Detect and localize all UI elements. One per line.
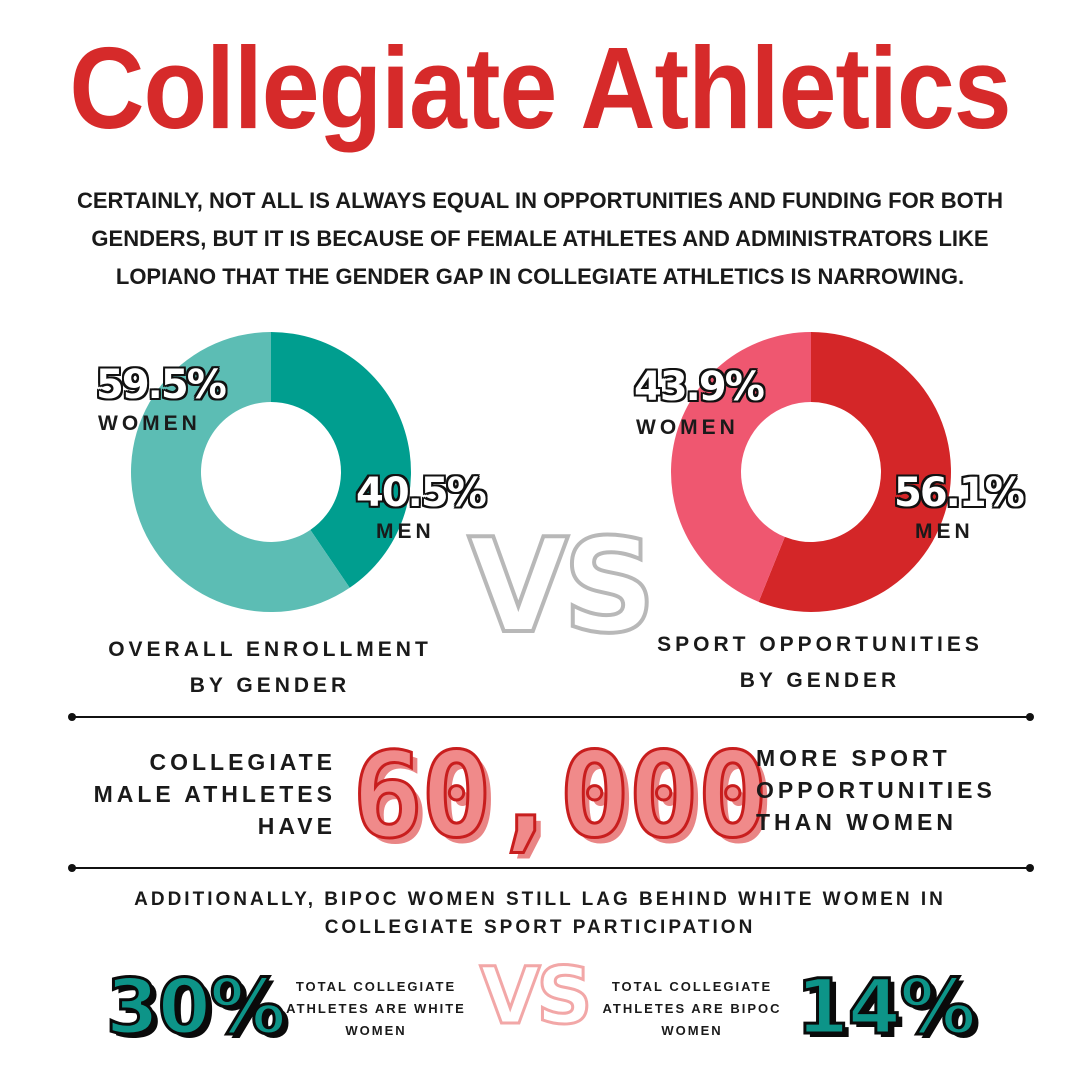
white-women-percent: 30% [105,961,288,1053]
divider-top [68,713,1034,721]
highlight-left-text: COLLEGIATE MALE ATHLETES HAVE [60,746,336,842]
highlight-right-line2: OPPORTUNITIES [756,777,996,803]
additional-note-line2: COLLEGIATE SPORT PARTICIPATION [324,917,756,938]
enrollment-caption-line1: OVERALL ENROLLMENT [108,638,432,661]
sport-caption-line1: SPORT OPPORTUNITIES [657,633,983,656]
divider-bottom [68,864,1034,872]
enrollment-caption-line2: BY GENDER [189,674,351,697]
additional-note: ADDITIONALLY, BIPOC WOMEN STILL LAG BEHI… [60,886,1020,942]
sport-caption: SPORT OPPORTUNITIES BY GENDER [640,627,1000,699]
bipoc-women-line2: ATHLETES ARE BIPOC [602,1001,782,1016]
intro-text: CERTAINLY, NOT ALL IS ALWAYS EQUAL IN OP… [76,188,1004,289]
bipoc-women-text: TOTAL COLLEGIATE ATHLETES ARE BIPOC WOME… [596,976,788,1042]
donut-slice-women [670,332,811,602]
highlight-right-text: MORE SPORT OPPORTUNITIES THAN WOMEN [756,742,1056,838]
donut-slice-women [131,332,350,612]
highlight-left-line1: COLLEGIATE [149,749,336,775]
donut-slice-men [271,332,412,588]
white-women-line1: TOTAL COLLEGIATE [295,979,457,994]
enrollment-caption: OVERALL ENROLLMENT BY GENDER [90,632,450,704]
vs-text-small: VS [479,951,595,1044]
sport-women-label: WOMEN [636,416,739,439]
enrollment-men-label: MEN [376,520,435,543]
sport-men-label: MEN [915,520,974,543]
bipoc-women-line1: TOTAL COLLEGIATE [611,979,773,994]
sport-men-percent: 56.1% [894,470,1025,516]
highlight-left-line3: HAVE [257,813,336,839]
white-women-text: TOTAL COLLEGIATE ATHLETES ARE WHITE WOME… [280,976,472,1042]
highlight-number: 60,000 [350,725,769,866]
donut-charts [131,332,951,612]
enrollment-women-label: WOMEN [98,412,201,435]
sport-opportunities-donut [670,332,951,612]
enrollment-donut [131,332,412,612]
vs-text-large: VS [466,508,658,664]
bipoc-women-line3: WOMEN [661,1023,723,1038]
white-women-line3: WOMEN [345,1023,407,1038]
bipoc-women-percent: 14% [795,961,978,1053]
sport-women-percent: 43.9% [634,364,765,410]
additional-note-line1: ADDITIONALLY, BIPOC WOMEN STILL LAG BEHI… [134,889,946,910]
highlight-left-line2: MALE ATHLETES [93,781,336,807]
donut-slice-men [758,332,951,612]
highlight-right-line3: THAN WOMEN [756,809,957,835]
highlight-right-line1: MORE SPORT [756,745,951,771]
enrollment-women-percent: 59.5% [96,362,227,408]
white-women-line2: ATHLETES ARE WHITE [286,1001,466,1016]
enrollment-men-percent: 40.5% [356,470,487,516]
page-title: Collegiate Athletics [69,23,1011,154]
sport-caption-line2: BY GENDER [739,669,901,692]
